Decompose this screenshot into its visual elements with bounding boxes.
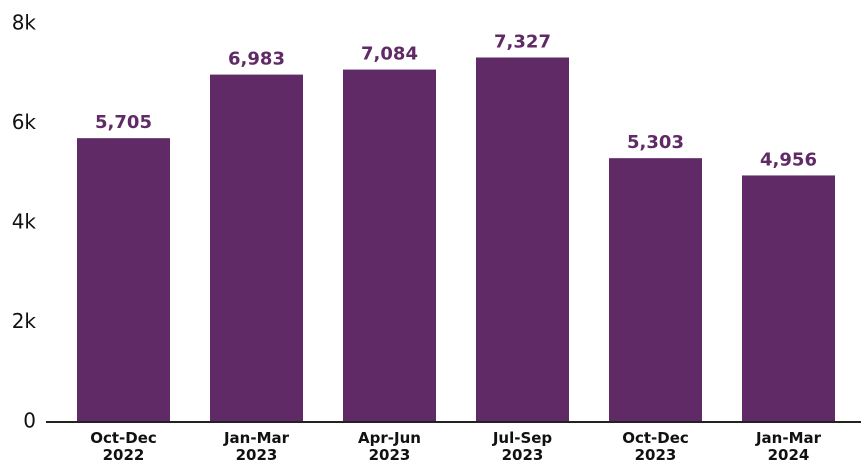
bars: [77, 57, 835, 423]
x-category-period: Jan-Mar: [223, 429, 290, 447]
x-category-period: Oct-Dec: [622, 429, 689, 447]
bar-value-label: 7,327: [494, 31, 551, 52]
x-category-label: Oct-Dec 2022: [90, 429, 157, 463]
bar: [609, 158, 702, 422]
x-category-year: 2023: [502, 446, 544, 463]
bar-value-label: 6,983: [228, 49, 285, 70]
x-category-period: Apr-Jun: [358, 429, 421, 447]
y-tick-label: 2k: [12, 309, 37, 333]
x-category-period: Jul-Sep: [492, 429, 553, 447]
x-category-label: Jul-Sep 2023: [492, 429, 553, 463]
x-category-label: Jan-Mar 2023: [223, 429, 290, 463]
bar-value-label: 5,303: [627, 132, 684, 153]
x-category-year: 2023: [236, 446, 278, 463]
bar: [77, 138, 170, 422]
x-category-year: 2022: [103, 446, 145, 463]
bar: [210, 74, 303, 422]
y-tick-label: 6k: [12, 110, 37, 134]
x-category-year: 2023: [369, 446, 411, 463]
bar-value-label: 4,956: [760, 149, 817, 170]
data-labels: 5,705 6,983 7,084 7,327 5,303 4,956: [95, 31, 817, 170]
x-category-year: 2023: [635, 446, 677, 463]
bar-value-label: 7,084: [361, 44, 418, 65]
x-category-period: Jan-Mar: [755, 429, 822, 447]
x-category-year: 2024: [768, 446, 810, 463]
x-category-label: Oct-Dec 2023: [622, 429, 689, 463]
bar: [343, 69, 436, 423]
x-category-label: Jan-Mar 2024: [755, 429, 822, 463]
y-tick-label: 4k: [12, 210, 37, 234]
x-category-label: Apr-Jun 2023: [358, 429, 421, 463]
x-category-period: Oct-Dec: [90, 429, 157, 447]
bar: [742, 175, 835, 422]
y-tick-label: 0: [23, 409, 36, 433]
y-tick-label: 8k: [12, 11, 37, 35]
bar: [476, 57, 569, 422]
y-axis-ticks: 0 2k 4k 6k 8k: [12, 11, 37, 433]
bar-value-label: 5,705: [95, 112, 152, 133]
